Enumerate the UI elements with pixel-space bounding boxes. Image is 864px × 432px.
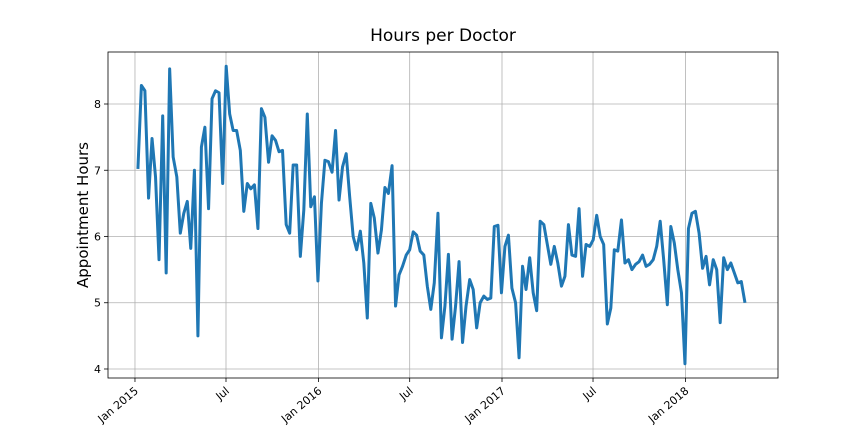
x-tick-label: Jan 2016 (278, 384, 324, 426)
y-tick-label: 5 (94, 297, 101, 310)
x-tick-label: Jul (213, 384, 232, 403)
chart-title: Hours per Doctor (370, 26, 516, 46)
x-tick-label: Jul (396, 384, 415, 403)
y-tick-label: 6 (94, 230, 101, 243)
y-tick-label: 8 (94, 98, 101, 111)
data-line (136, 64, 747, 366)
y-axis-label: Appointment Hours (74, 142, 92, 288)
y-tick-label: 7 (94, 164, 101, 177)
x-tick-label: Jul (580, 384, 599, 403)
x-tick-label: Jan 2015 (95, 384, 141, 426)
plot-frame (107, 51, 779, 379)
x-tick-label: Jan 2018 (645, 384, 691, 426)
x-tick-label: Jan 2017 (462, 384, 508, 426)
y-tick-label: 4 (94, 363, 101, 376)
